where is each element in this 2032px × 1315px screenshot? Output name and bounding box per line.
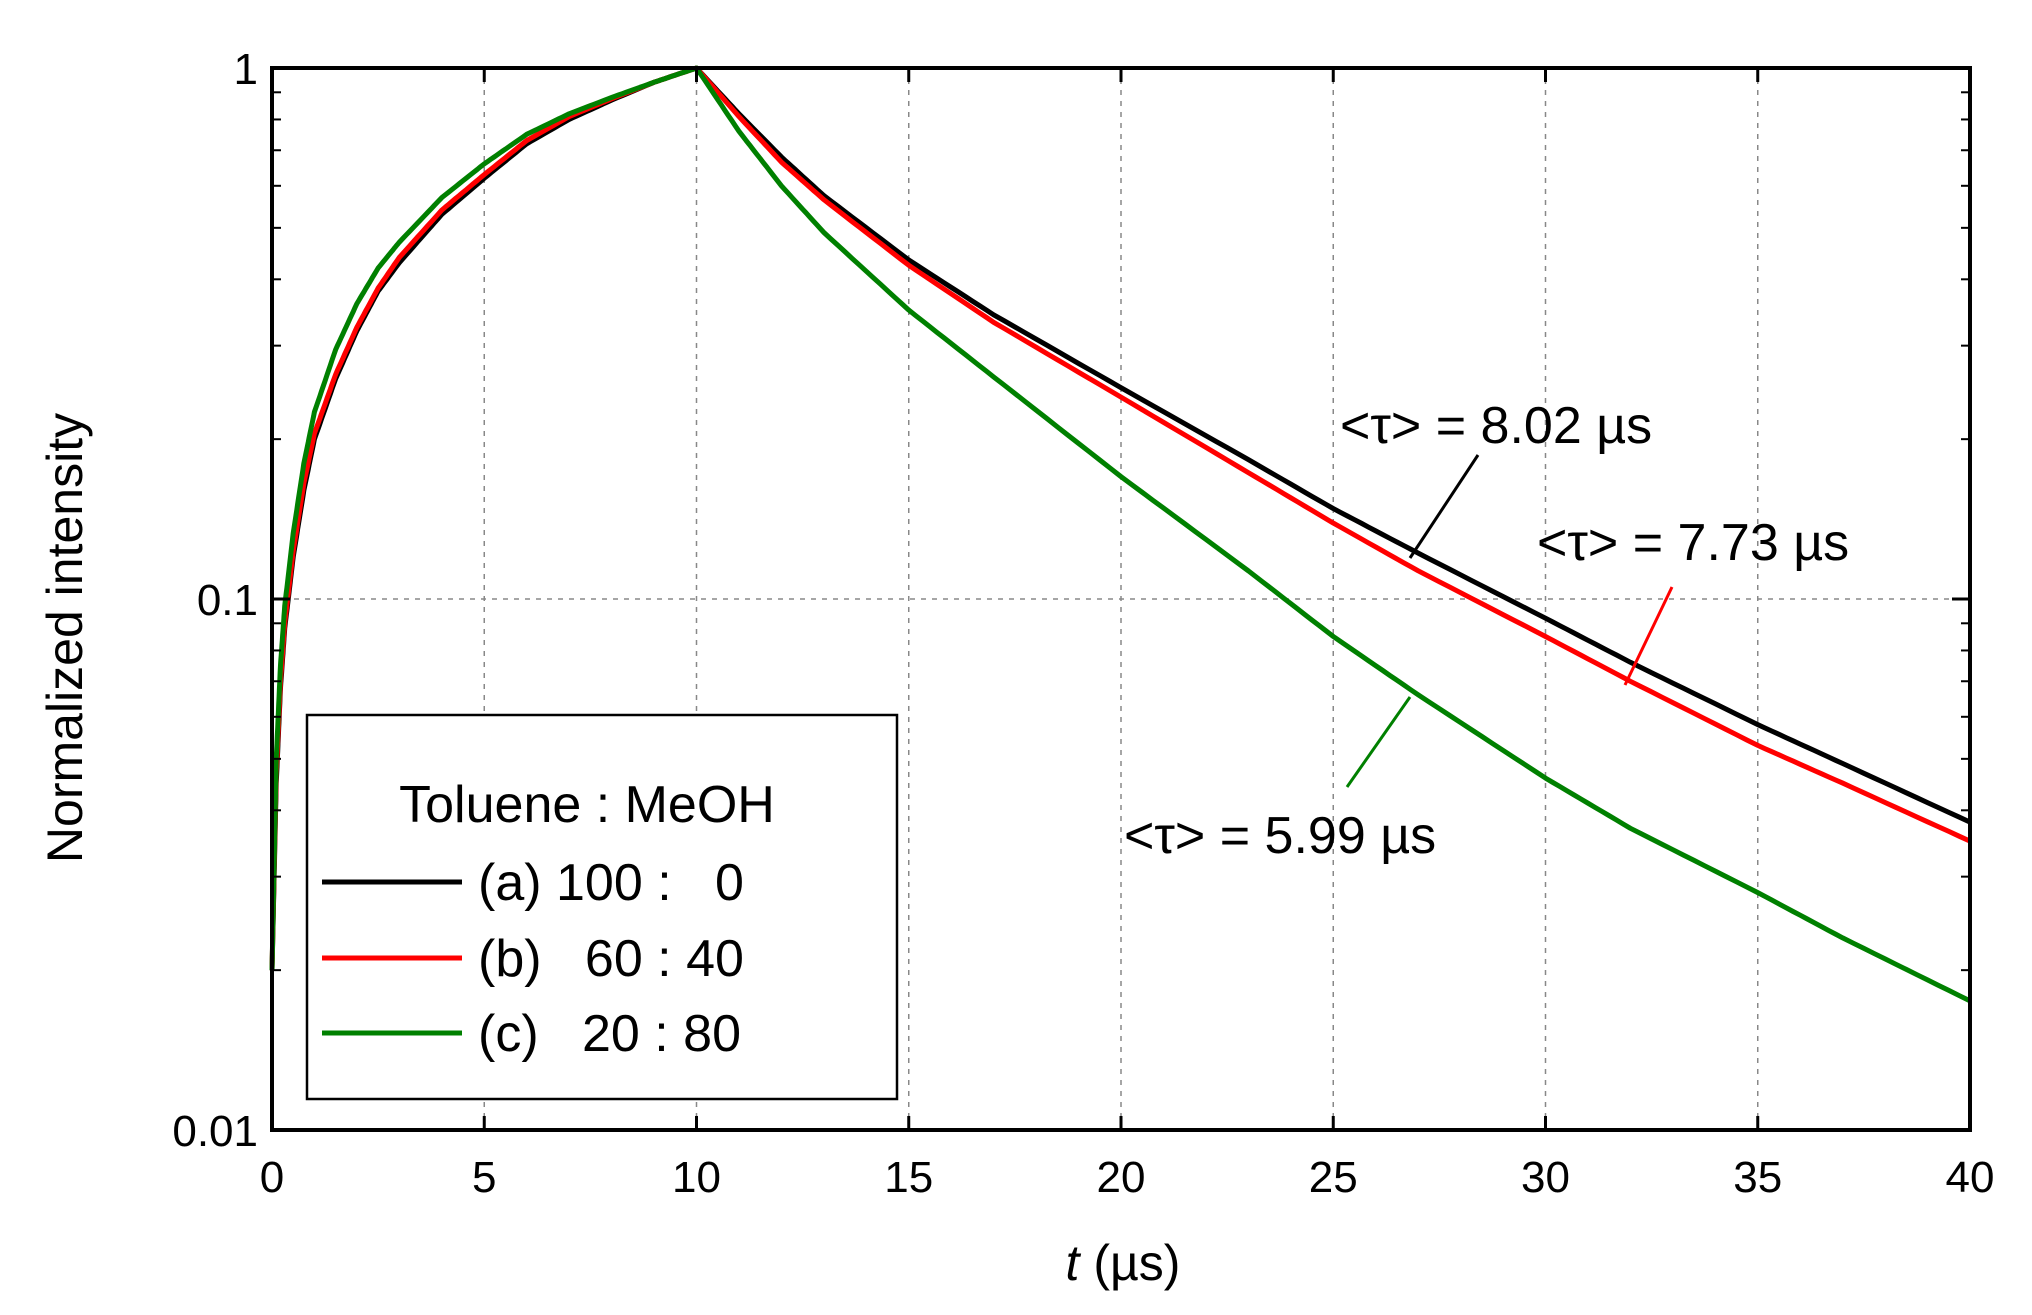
annotation-pointer-c: [1345, 696, 1412, 788]
x-tick-label: 5: [472, 1153, 496, 1202]
x-tick-label: 15: [884, 1153, 933, 1202]
x-tick-label: 20: [1097, 1153, 1146, 1202]
x-axis-title-unit: (µs): [1079, 1235, 1180, 1291]
y-axis-title: Normalized intensity: [37, 413, 93, 863]
y-tick-label: 0.01: [172, 1107, 258, 1156]
legend-label-c: (c) 20 : 80: [478, 1005, 741, 1063]
grid: [272, 68, 1970, 1130]
legend-label-a: (a) 100 : 0: [478, 854, 744, 912]
annotation-lifetime-a: <τ> = 8.02 µs: [1340, 397, 1652, 455]
x-tick-label: 30: [1521, 1153, 1570, 1202]
x-tick-label: 25: [1309, 1153, 1358, 1202]
y-tick-label: 1: [234, 45, 258, 94]
annotation-pointer-a: [1408, 454, 1480, 559]
annotation-lifetime-c: <τ> = 5.99 µs: [1124, 807, 1436, 865]
x-tick-label: 0: [260, 1153, 284, 1202]
series-group: [269, 65, 1972, 1004]
annotation-lifetime-b: <τ> = 7.73 µs: [1537, 514, 1849, 572]
x-tick-label: 10: [672, 1153, 721, 1202]
axis-ticks: 0 5 10 15 20 25 30 35 40 0.01 0.1 1: [172, 45, 1994, 1202]
series-line-c: [269, 65, 1972, 1004]
annotation-pointer-b: [1623, 586, 1674, 686]
legend-title: Toluene : MeOH: [399, 776, 775, 834]
legend: Toluene : MeOH (a) 100 : 0 (b) 60 : 40 (…: [305, 713, 899, 1101]
x-tick-label: 35: [1733, 1153, 1782, 1202]
annotations: <τ> = 8.02 µs <τ> = 7.73 µs <τ> = 5.99 µ…: [1124, 397, 1849, 865]
x-axis-title: t (µs): [1066, 1235, 1181, 1291]
x-axis-title-symbol: t: [1066, 1235, 1082, 1291]
x-tick-label: 40: [1946, 1153, 1995, 1202]
legend-label-b: (b) 60 : 40: [478, 930, 744, 988]
y-tick-label: 0.1: [197, 576, 258, 625]
